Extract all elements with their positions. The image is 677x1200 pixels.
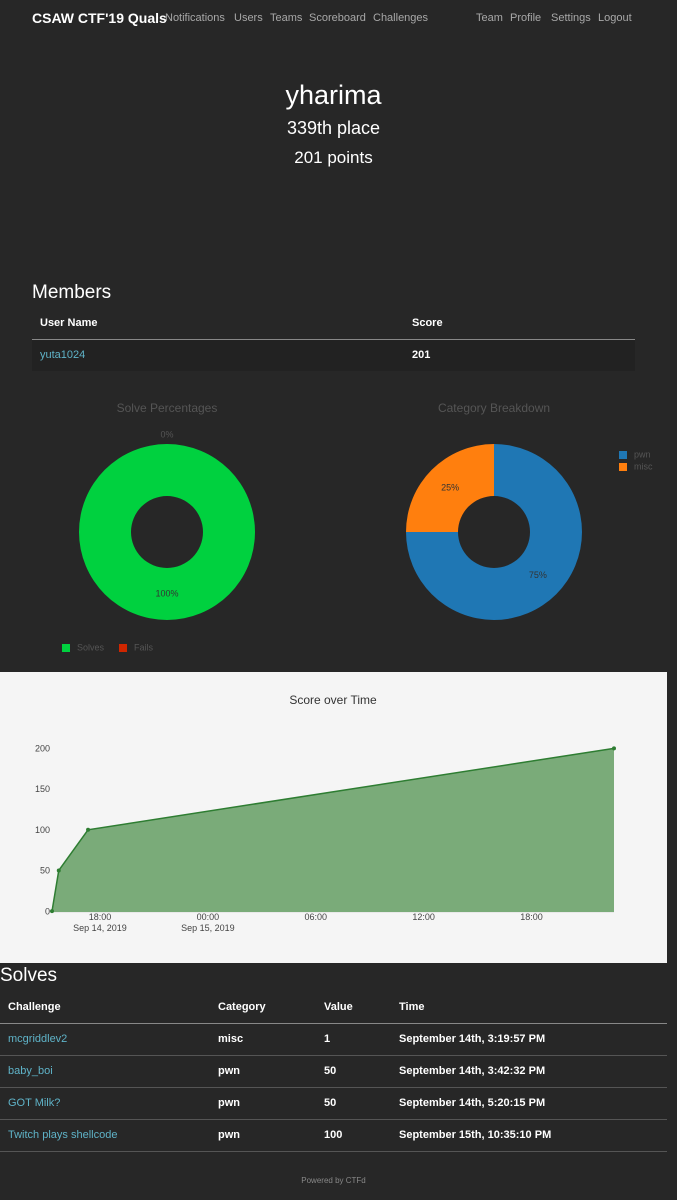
points: 201 points (294, 148, 373, 167)
table-cell: September 14th, 5:20:15 PM (391, 1087, 667, 1120)
slice-label: 0% (160, 429, 173, 439)
y-tick-label: 150 (35, 784, 50, 794)
pie-slice (406, 444, 494, 532)
pie-charts: Solve Percentages 100% Solves 0% Fails Catego… (62, 401, 653, 652)
table-cell: pwn (210, 1087, 316, 1120)
slice-label: 25% (441, 483, 459, 493)
link-cell[interactable]: Twitch plays shellcode (0, 1119, 210, 1152)
x-tick-label: 18:00 (520, 912, 543, 922)
chart-title: Score over Time (289, 693, 377, 707)
data-point (50, 909, 54, 914)
legend-label: misc (634, 461, 653, 471)
legend-label: pwn (634, 449, 651, 459)
table-cell: 50 (316, 1087, 391, 1120)
table-cell: September 15th, 10:35:10 PM (391, 1119, 667, 1152)
x-tick-label: 12:00 (412, 912, 435, 922)
column-header: Challenge (0, 991, 210, 1024)
chart-title: Solve Percentages (117, 401, 218, 415)
table-cell: 50 (316, 1055, 391, 1088)
table-cell: pwn (210, 1055, 316, 1088)
score-line (51, 747, 615, 912)
x-tick-label: 06:00 (304, 912, 327, 922)
nav-link[interactable]: Users (234, 12, 263, 24)
table-row: yuta1024 201 (32, 339, 635, 371)
nav-link[interactable]: Teams (270, 12, 303, 24)
data-point (612, 746, 616, 751)
legend-swatch (62, 644, 70, 652)
column-header: Time (391, 991, 667, 1024)
nav-link[interactable]: Scoreboard (309, 12, 366, 24)
solves-table: Challenge Category Value Time mcgriddlev2 mis… (0, 991, 667, 1152)
area-fill (52, 748, 614, 912)
table-cell: 1 (316, 1023, 391, 1056)
legend-swatch (619, 463, 627, 471)
x-tick-label: 00:00 Sep 15, 2019 (181, 912, 235, 933)
column-header: Value (316, 991, 391, 1024)
legend-swatch (619, 451, 627, 459)
table-cell: 201 (412, 349, 431, 362)
nav-link[interactable]: Notifications (165, 12, 225, 24)
team-name: yharima (285, 80, 382, 110)
table-cell: September 14th, 3:42:32 PM (391, 1055, 667, 1088)
place: 339th place (286, 118, 381, 138)
x-tick-label: 18:00 Sep 14, 2019 (73, 912, 127, 933)
y-tick-label: 0 (45, 906, 50, 916)
y-tick-label: 200 (35, 744, 50, 754)
legend-label: Solves (77, 642, 105, 652)
slice-label: 100% (155, 588, 178, 598)
column-header: Score (404, 307, 635, 340)
nav-link[interactable]: Profile (510, 12, 542, 24)
y-tick-label: 50 (40, 866, 50, 876)
brand[interactable]: CSAW CTF'19 Quals (32, 10, 167, 26)
table-row: mcgriddlev2 misc 1 September 14th, 3:19:57 … (0, 1023, 667, 1056)
footer: Powered by CTFd (301, 1176, 366, 1185)
members-title: Members (32, 282, 112, 303)
link-cell[interactable]: yuta1024 (40, 349, 86, 362)
table-row: baby_boi pwn 50 September 14th, 3:42:32 PM (0, 1055, 667, 1088)
nav-link[interactable]: Logout (598, 12, 632, 24)
members-table: User Name Score yuta1024 201 (32, 307, 635, 371)
pie-slice (79, 444, 255, 620)
y-tick-label: 100 (35, 825, 50, 835)
table-cell: pwn (210, 1119, 316, 1152)
column-header: Category (210, 991, 316, 1024)
data-point (56, 868, 61, 873)
nav-link[interactable]: Team (476, 12, 503, 24)
pie-slice (406, 444, 582, 620)
data-point (86, 827, 91, 832)
legend-label: Fails (134, 642, 154, 652)
table-row: GOT Milk? pwn 50 September 14th, 5:20:15 PM (0, 1087, 667, 1120)
nav-link[interactable]: Challenges (373, 12, 429, 24)
slice-label: 75% (529, 570, 547, 580)
table-cell: September 14th, 3:19:57 PM (391, 1023, 667, 1056)
header-row: Challenge Category Value Time (0, 991, 667, 1024)
table-cell: 100 (316, 1119, 391, 1152)
table-row: Twitch plays shellcode pwn 100 September 15… (0, 1119, 667, 1152)
solves-title: Solves (0, 965, 58, 986)
chart-title: Category Breakdown (438, 401, 550, 415)
nav-link[interactable]: Settings (551, 12, 591, 24)
score-chart: Score over Time 0 50 100 150 200 18:00 Sep 14, … (0, 672, 667, 963)
table-cell: misc (210, 1023, 316, 1056)
header-row: User Name Score (32, 307, 635, 340)
column-header: User Name (32, 307, 404, 340)
link-cell[interactable]: GOT Milk? (0, 1087, 210, 1120)
link-cell[interactable]: baby_boi (0, 1055, 210, 1088)
link-cell[interactable]: mcgriddlev2 (0, 1023, 210, 1056)
legend-swatch (119, 644, 127, 652)
